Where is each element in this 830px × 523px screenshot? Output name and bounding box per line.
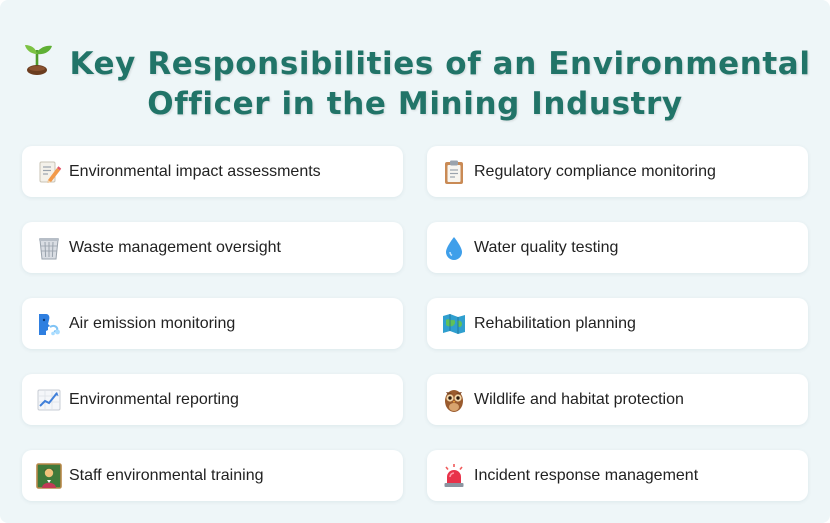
- wastebasket-icon: [36, 235, 62, 261]
- card-incident-response-management: Incident response management: [427, 450, 808, 501]
- responsibility-label: Waste management oversight: [69, 238, 281, 256]
- seedling-icon: [25, 45, 53, 75]
- responsibility-label: Environmental impact assessments: [69, 162, 321, 180]
- water-droplet-icon: [441, 235, 467, 261]
- card-rehabilitation-planning: Rehabilitation planning: [427, 298, 808, 349]
- title-line-2: Officer in the Mining Industry: [147, 86, 683, 122]
- card-wildlife-and-habitat-protection: Wildlife and habitat protection: [427, 374, 808, 425]
- responsibility-label: Air emission monitoring: [69, 314, 236, 332]
- clipboard-icon: [441, 159, 467, 185]
- title-line-1: Key Responsibilities of an Environmental: [69, 46, 811, 82]
- map-icon: [441, 311, 467, 337]
- page-title: Key Responsibilities of an Environmental…: [0, 40, 830, 124]
- card-water-quality-testing: Water quality testing: [427, 222, 808, 273]
- responsibility-label: Regulatory compliance monitoring: [474, 162, 716, 180]
- card-waste-management-oversight: Waste management oversight: [22, 222, 403, 273]
- responsibility-label: Water quality testing: [474, 238, 619, 256]
- owl-icon: [441, 387, 467, 413]
- card-environmental-impact-assessments: Environmental impact assessments: [22, 146, 403, 197]
- page-header: Key Responsibilities of an Environmental…: [0, 40, 830, 124]
- card-staff-environmental-training: Staff environmental training: [22, 450, 403, 501]
- responsibility-label: Environmental reporting: [69, 390, 239, 408]
- chart-increasing-icon: [36, 387, 62, 413]
- card-regulatory-compliance-monitoring: Regulatory compliance monitoring: [427, 146, 808, 197]
- memo-pencil-icon: [36, 159, 62, 185]
- responsibility-label: Staff environmental training: [69, 466, 264, 484]
- responsibility-label: Wildlife and habitat protection: [474, 390, 684, 408]
- wind-face-icon: [36, 311, 62, 337]
- card-air-emission-monitoring: Air emission monitoring: [22, 298, 403, 349]
- responsibility-label: Incident response management: [474, 466, 699, 484]
- teacher-icon: [36, 462, 62, 489]
- police-light-icon: [441, 463, 467, 489]
- card-environmental-reporting: Environmental reporting: [22, 374, 403, 425]
- responsibility-label: Rehabilitation planning: [474, 314, 636, 332]
